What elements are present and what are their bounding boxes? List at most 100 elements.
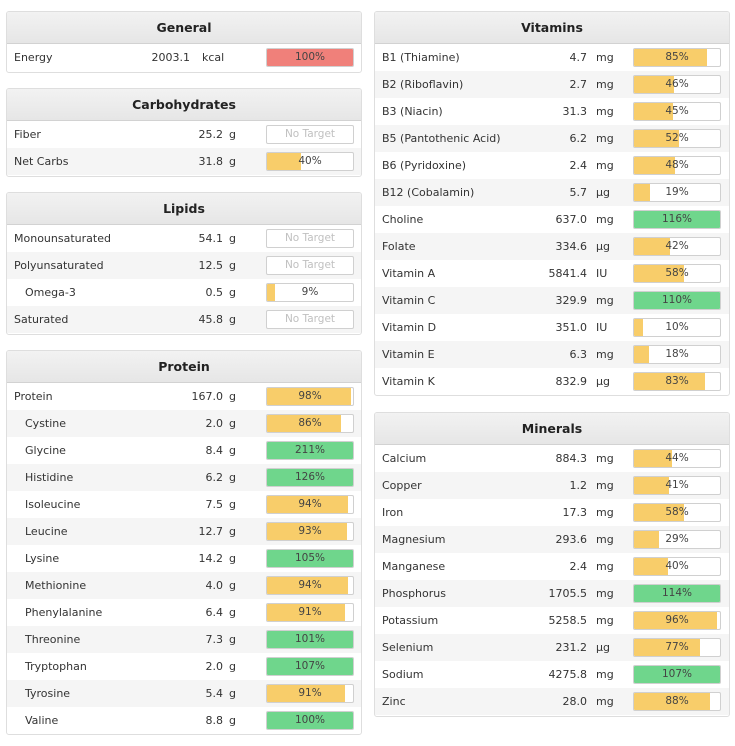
target-percent-label: 44% [665, 452, 689, 464]
nutrient-row: Phenylalanine 6.4 g 91% [7, 599, 361, 626]
target-progress-bar: 100% [266, 48, 354, 67]
nutrient-unit: mg [596, 213, 614, 226]
nutrient-row: Leucine 12.7 g 93% [7, 518, 361, 545]
target-percent-label: 9% [301, 286, 319, 298]
nutrient-row: Energy 2003.1 kcal 100% [7, 44, 361, 71]
target-percent-label: 91% [298, 606, 322, 618]
nutrient-name: Vitamin C [382, 294, 436, 307]
nutrient-amount: 25.2 [198, 128, 224, 141]
target-progress-bar: 211% [266, 441, 354, 460]
protein-title: Protein [7, 351, 361, 383]
target-progress-bar: 126% [266, 468, 354, 487]
target-progress-bar: 107% [266, 657, 354, 676]
nutrient-name: Selenium [382, 641, 434, 654]
target-progress-fill [267, 658, 353, 675]
nutrient-amount: 2.0 [205, 660, 224, 673]
nutrient-amount: 6.4 [205, 606, 224, 619]
target-progress-bar: 93% [266, 522, 354, 541]
nutrient-row: Omega-3 0.5 g 9% [7, 279, 361, 306]
target-progress-fill [634, 76, 674, 93]
nutrient-row: Lysine 14.2 g 105% [7, 545, 361, 572]
nutrient-unit: g [229, 417, 236, 430]
target-progress-fill [634, 693, 710, 710]
target-progress-fill [634, 666, 720, 683]
nutrient-amount: 12.5 [198, 259, 224, 272]
nutrient-name: Vitamin D [382, 321, 437, 334]
target-percent-label: 94% [298, 579, 322, 591]
nutrient-row: Methionine 4.0 g 94% [7, 572, 361, 599]
nutrient-name: Phenylalanine [25, 606, 103, 619]
target-percent-label: 88% [665, 695, 689, 707]
nutrient-name: Threonine [25, 633, 81, 646]
lipids-panel: Lipids Monounsaturated 54.1 g No Target Poly… [6, 192, 362, 335]
nutrient-unit: µg [596, 641, 610, 654]
target-progress-fill [267, 415, 341, 432]
nutrient-name: Histidine [25, 471, 74, 484]
nutrient-unit: g [229, 259, 236, 272]
nutrient-amount: 28.0 [562, 695, 588, 708]
target-percent-label: 18% [665, 348, 689, 360]
nutrient-unit: mg [596, 105, 614, 118]
nutrient-name: Iron [382, 506, 404, 519]
nutrient-amount: 5258.5 [548, 614, 588, 627]
target-percent-label: 52% [665, 132, 689, 144]
nutrient-unit: mg [596, 294, 614, 307]
nutrient-row: Vitamin A 5841.4 IU 58% [375, 260, 729, 287]
target-percent-label: 85% [665, 51, 689, 63]
nutrient-name: Phosphorus [382, 587, 446, 600]
nutrient-name: Protein [14, 390, 53, 403]
nutrient-unit: µg [596, 375, 610, 388]
target-progress-bar: 48% [633, 156, 721, 175]
nutrient-name: Polyunsaturated [14, 259, 104, 272]
target-percent-label: 83% [665, 375, 689, 387]
nutrient-unit: g [229, 606, 236, 619]
vitamins-rows: B1 (Thiamine) 4.7 mg 85% B2 (Riboflavin) 2.7 m… [375, 44, 729, 395]
nutrient-amount: 2.7 [569, 78, 588, 91]
nutrient-row: B6 (Pyridoxine) 2.4 mg 48% [375, 152, 729, 179]
nutrient-row: B12 (Cobalamin) 5.7 µg 19% [375, 179, 729, 206]
nutrient-name: Manganese [382, 560, 446, 573]
nutrient-row: B3 (Niacin) 31.3 mg 45% [375, 98, 729, 125]
target-percent-label: 46% [665, 78, 689, 90]
nutrient-name: Vitamin A [382, 267, 436, 280]
target-progress-fill [267, 153, 302, 170]
minerals-panel: Minerals Calcium 884.3 mg 44% Copper 1.2 mg 41%… [374, 412, 730, 717]
target-progress-bar: 91% [266, 603, 354, 622]
nutrient-name: Valine [25, 714, 59, 727]
target-progress-bar: No Target [266, 229, 354, 248]
nutrient-row: Cystine 2.0 g 86% [7, 410, 361, 437]
target-progress-fill [267, 604, 346, 621]
target-progress-fill [267, 49, 353, 66]
nutrient-amount: 329.9 [555, 294, 588, 307]
target-percent-label: 98% [298, 390, 322, 402]
nutrient-name: B5 (Pantothenic Acid) [382, 132, 501, 145]
nutrient-unit: g [229, 155, 236, 168]
nutrient-amount: 7.3 [205, 633, 224, 646]
nutrient-row: B5 (Pantothenic Acid) 6.2 mg 52% [375, 125, 729, 152]
nutrient-amount: 231.2 [555, 641, 588, 654]
target-progress-bar: 42% [633, 237, 721, 256]
target-percent-label: 10% [665, 321, 689, 333]
protein-panel: Protein Protein 167.0 g 98% Cystine 2.0 g 86% Gl… [6, 350, 362, 735]
nutrient-amount: 4275.8 [548, 668, 588, 681]
nutrient-name: Saturated [14, 313, 69, 326]
nutrient-amount: 31.8 [198, 155, 224, 168]
nutrient-unit: g [229, 232, 236, 245]
nutrient-unit: mg [596, 695, 614, 708]
target-progress-bar: 46% [633, 75, 721, 94]
nutrient-amount: 293.6 [555, 533, 588, 546]
vitamins-title: Vitamins [375, 12, 729, 44]
nutrient-unit: g [229, 444, 236, 457]
nutrient-name: Tryptophan [25, 660, 87, 673]
target-progress-bar: 94% [266, 576, 354, 595]
target-percent-label: 58% [665, 506, 689, 518]
nutrient-name: Methionine [25, 579, 87, 592]
nutrient-row: Vitamin K 832.9 µg 83% [375, 368, 729, 395]
nutrient-amount: 8.8 [205, 714, 224, 727]
nutrient-amount: 351.0 [555, 321, 588, 334]
nutrient-unit: g [229, 390, 236, 403]
nutrient-unit: IU [596, 321, 608, 334]
nutrient-unit: g [229, 633, 236, 646]
nutrient-row: Net Carbs 31.8 g 40% [7, 148, 361, 175]
nutrient-name: Tyrosine [25, 687, 71, 700]
